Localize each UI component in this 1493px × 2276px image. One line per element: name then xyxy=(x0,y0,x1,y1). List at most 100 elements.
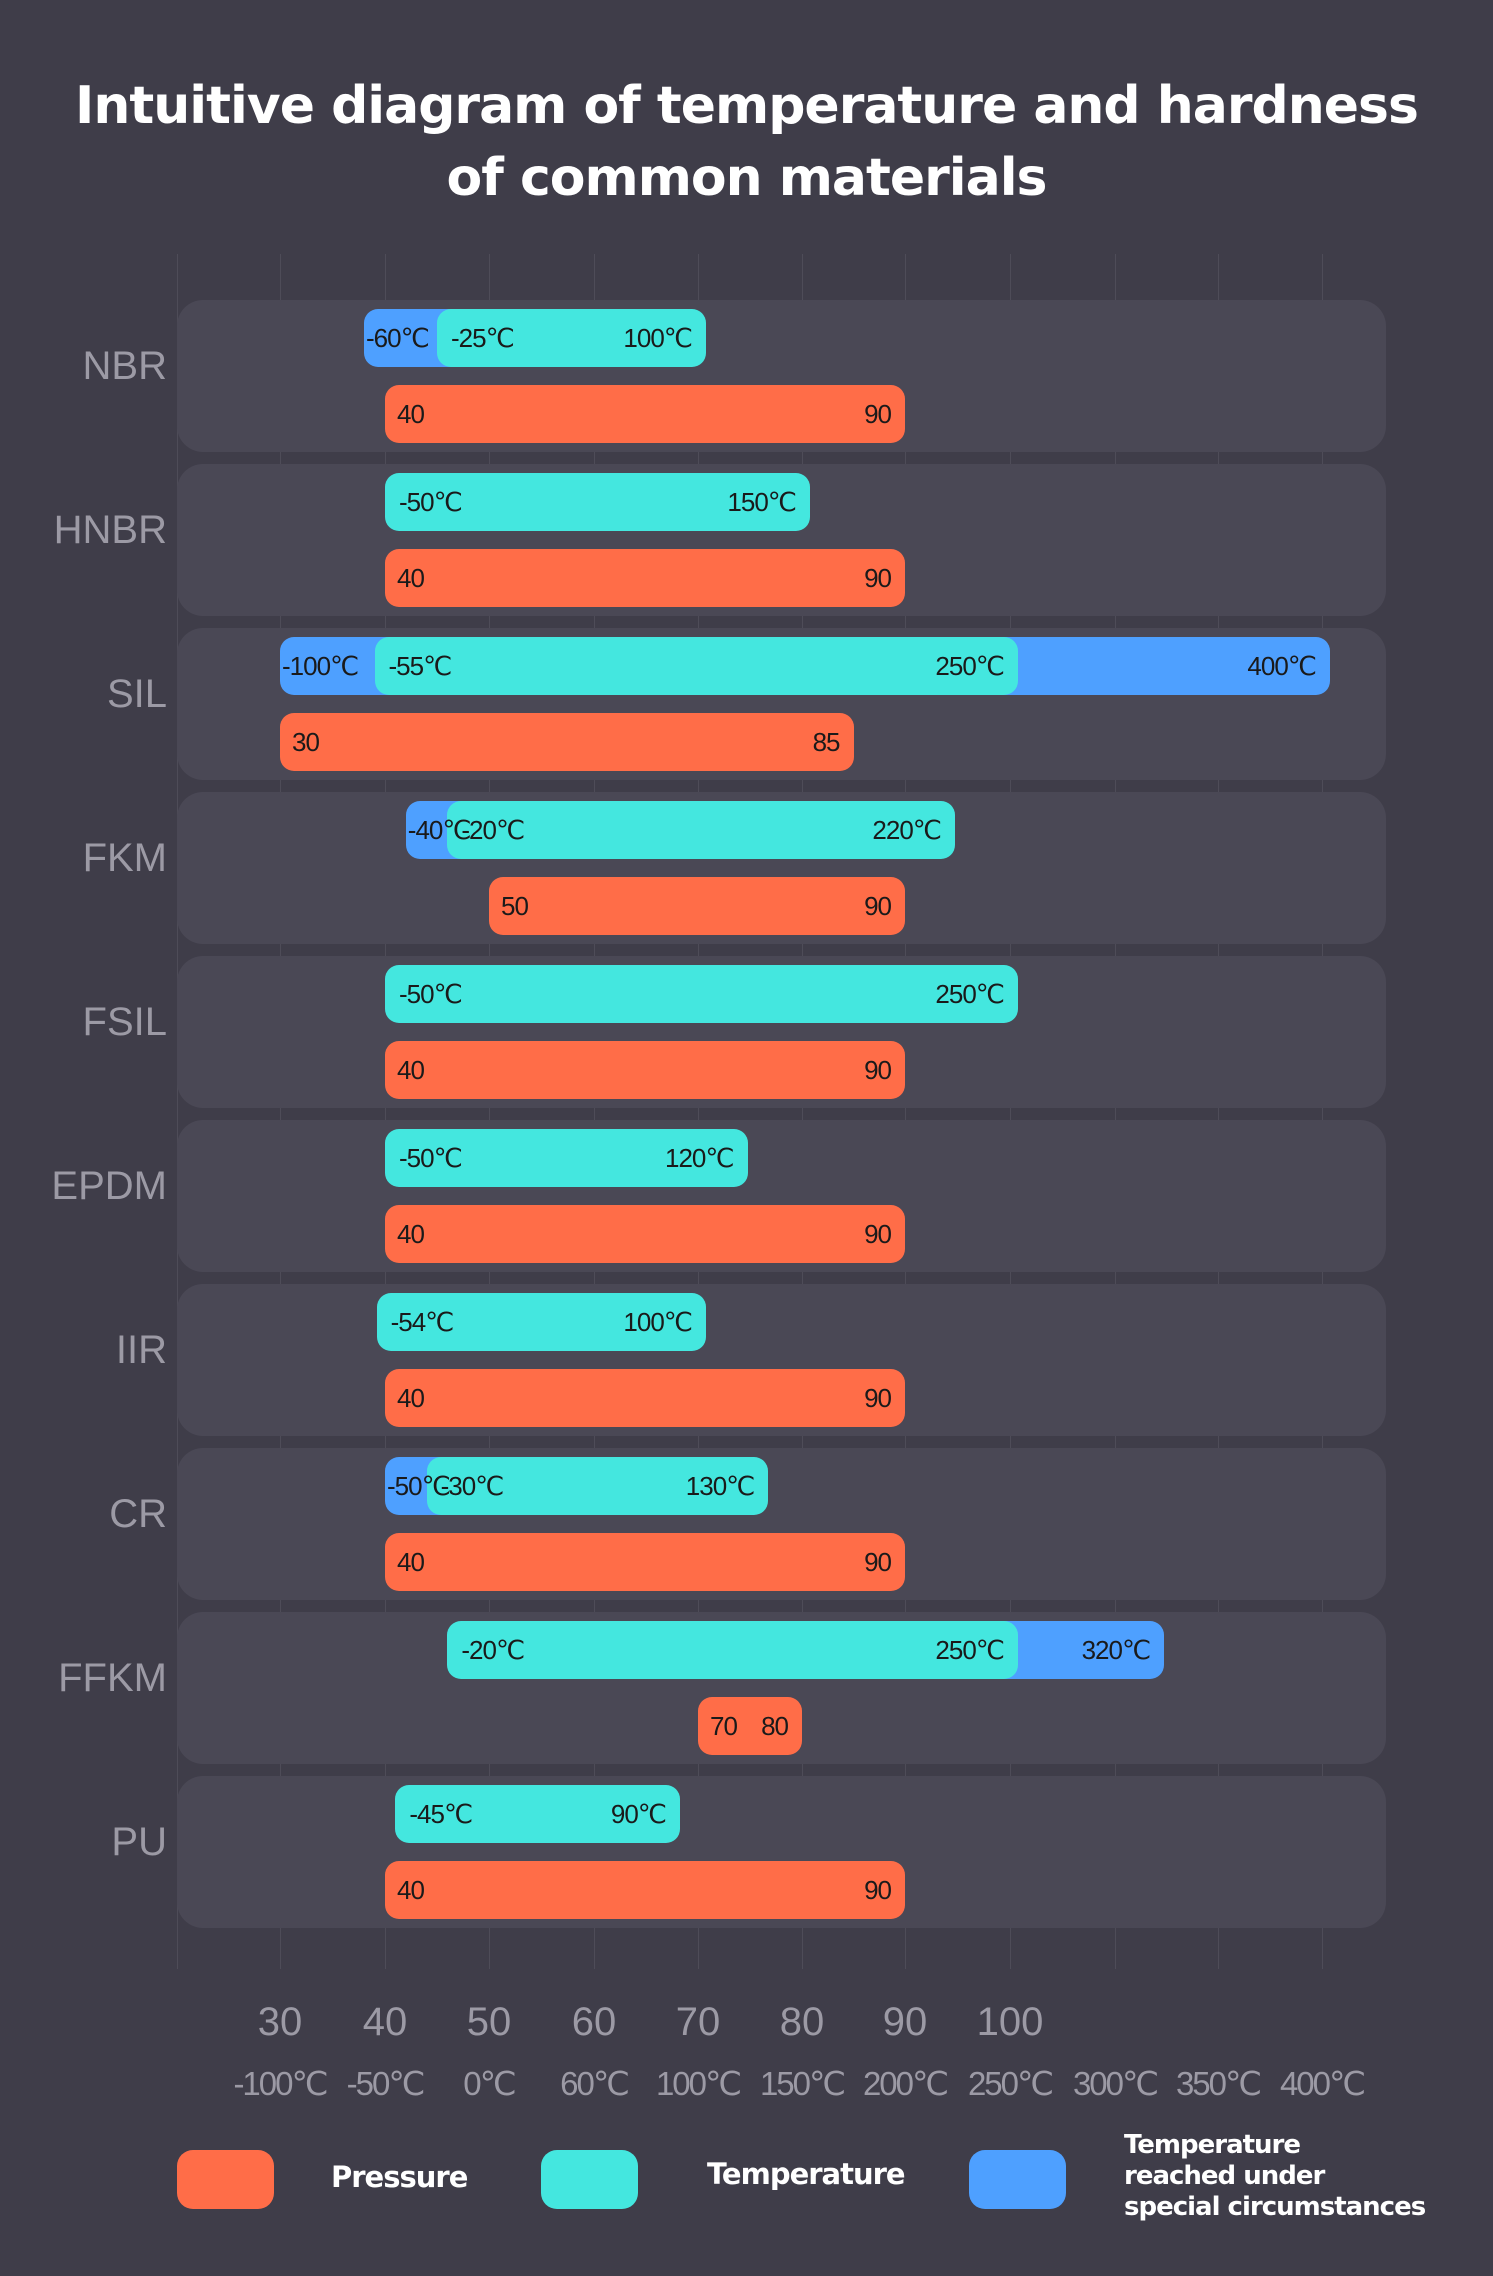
bar-value-label: -100℃ xyxy=(282,651,359,681)
legend-swatch-temperature xyxy=(541,2150,638,2209)
temperature-bar xyxy=(426,1457,769,1515)
gridline xyxy=(489,254,490,1969)
pressure-bar xyxy=(280,713,854,771)
bar-value-label: 30 xyxy=(292,727,320,757)
gridline xyxy=(177,254,178,1969)
pressure-tick-label: 80 xyxy=(779,2000,825,2044)
row-label: CR xyxy=(109,1492,167,1536)
pressure-bar xyxy=(385,1041,905,1099)
bar-value-label: 130℃ xyxy=(685,1471,756,1501)
pressure-bar xyxy=(385,1205,905,1263)
bar-value-label: 90 xyxy=(864,1055,892,1085)
bar-value-label: 100℃ xyxy=(623,323,693,353)
bar-value-label: -50℃ xyxy=(399,487,463,517)
pressure-bar xyxy=(385,1369,905,1427)
bar-value-label: 320℃ xyxy=(1081,1635,1152,1665)
temperature-tick-label: 250℃ xyxy=(967,2065,1054,2102)
chart-title: Intuitive diagram of temperature and har… xyxy=(0,70,1493,214)
gridline xyxy=(802,254,803,1969)
row-label: IIR xyxy=(115,1328,167,1372)
row-label: NBR xyxy=(82,344,167,388)
bar-value-label: -20℃ xyxy=(461,815,525,845)
bar-value-label: 40 xyxy=(397,563,425,593)
pressure-bar xyxy=(385,385,905,443)
temperature-bar xyxy=(437,309,706,367)
gridline xyxy=(385,254,386,1969)
bar-value-label: 400℃ xyxy=(1247,651,1317,681)
bar-value-label: -60℃ xyxy=(366,323,430,353)
temperature-bar xyxy=(385,1129,748,1187)
legend-label-special-line-2: reached under xyxy=(1124,2161,1325,2191)
bar-value-label: 120℃ xyxy=(665,1143,735,1173)
temperature-tick-label: -100℃ xyxy=(233,2065,328,2102)
temperature-bar xyxy=(447,1621,1018,1679)
bar-value-label: 250℃ xyxy=(935,1635,1005,1665)
gridline xyxy=(1010,254,1011,1969)
row-label: EPDM xyxy=(51,1164,167,1208)
temperature-bar xyxy=(376,1293,706,1351)
gridline xyxy=(280,254,281,1969)
bar-value-label: 40 xyxy=(397,1219,425,1249)
pressure-bar xyxy=(385,1533,905,1591)
gridline xyxy=(905,254,906,1969)
bar-value-label: -50℃ xyxy=(387,1471,451,1501)
temperature-bar xyxy=(385,965,1018,1023)
pressure-bar xyxy=(698,1697,802,1755)
bar-value-label: 100℃ xyxy=(623,1307,693,1337)
pressure-bar xyxy=(385,549,905,607)
bar-value-label: -45℃ xyxy=(409,1799,473,1829)
gridline xyxy=(1115,254,1116,1969)
temperature-bar xyxy=(395,1785,680,1843)
bar-value-label: -54℃ xyxy=(390,1307,455,1337)
bar-value-label: 40 xyxy=(397,1383,425,1413)
bar-value-label: 90 xyxy=(864,1875,892,1905)
legend-label-special-line-1: Temperature xyxy=(1124,2130,1301,2160)
bar-value-label: 90 xyxy=(864,1547,892,1577)
gridline xyxy=(594,254,595,1969)
temperature-tick-label: 0℃ xyxy=(463,2065,516,2102)
bar-value-label: 250℃ xyxy=(935,979,1005,1009)
temperature-tick-label: 60℃ xyxy=(560,2065,630,2102)
bar-value-label: 150℃ xyxy=(727,487,797,517)
bar-value-label: -50℃ xyxy=(399,979,463,1009)
bar-value-label: 250℃ xyxy=(935,651,1005,681)
legend-swatch-special xyxy=(969,2150,1066,2209)
pressure-bar xyxy=(489,877,905,935)
pressure-bar xyxy=(385,1861,905,1919)
bar-value-label: 90 xyxy=(864,399,892,429)
bar-value-label: 220℃ xyxy=(872,815,942,845)
temperature-bar xyxy=(447,801,955,859)
bar-value-label: -25℃ xyxy=(451,323,515,353)
pressure-tick-label: 60 xyxy=(571,2000,617,2044)
temperature-tick-label: 400℃ xyxy=(1279,2065,1366,2102)
bar-value-label: 50 xyxy=(501,891,529,921)
legend-swatch-pressure xyxy=(177,2150,274,2209)
bar-value-label: 80 xyxy=(761,1711,789,1741)
temperature-bar xyxy=(385,473,810,531)
bar-value-label: 85 xyxy=(812,727,841,757)
gridline xyxy=(698,254,699,1969)
legend-label-pressure: Pressure xyxy=(331,2160,468,2194)
temperature-tick-label: -50℃ xyxy=(346,2065,426,2102)
temperature-tick-label: 350℃ xyxy=(1175,2065,1262,2102)
bar-value-label: 90 xyxy=(864,563,892,593)
pressure-tick-label: 90 xyxy=(882,2000,928,2044)
temperature-bar xyxy=(374,637,1018,695)
row-label: FSIL xyxy=(82,1000,167,1044)
pressure-tick-label: 40 xyxy=(362,2000,408,2044)
title-line-1: Intuitive diagram of temperature and har… xyxy=(75,76,1419,136)
gridline xyxy=(1218,254,1219,1969)
gridline xyxy=(1322,254,1323,1969)
bar-value-label: 90℃ xyxy=(610,1799,667,1829)
row-label: SIL xyxy=(106,672,167,716)
bar-value-label: -55℃ xyxy=(388,651,453,681)
bar-value-label: 40 xyxy=(397,399,425,429)
row-label: PU xyxy=(111,1820,167,1864)
pressure-tick-label: 50 xyxy=(466,2000,512,2044)
bar-value-label: 40 xyxy=(397,1547,425,1577)
row-label: FFKM xyxy=(58,1656,167,1700)
legend-label-temperature: Temperature xyxy=(707,2157,906,2191)
bar-value-label: 40 xyxy=(397,1055,425,1085)
temperature-tick-label: 200℃ xyxy=(862,2065,949,2102)
pressure-tick-label: 70 xyxy=(675,2000,721,2044)
